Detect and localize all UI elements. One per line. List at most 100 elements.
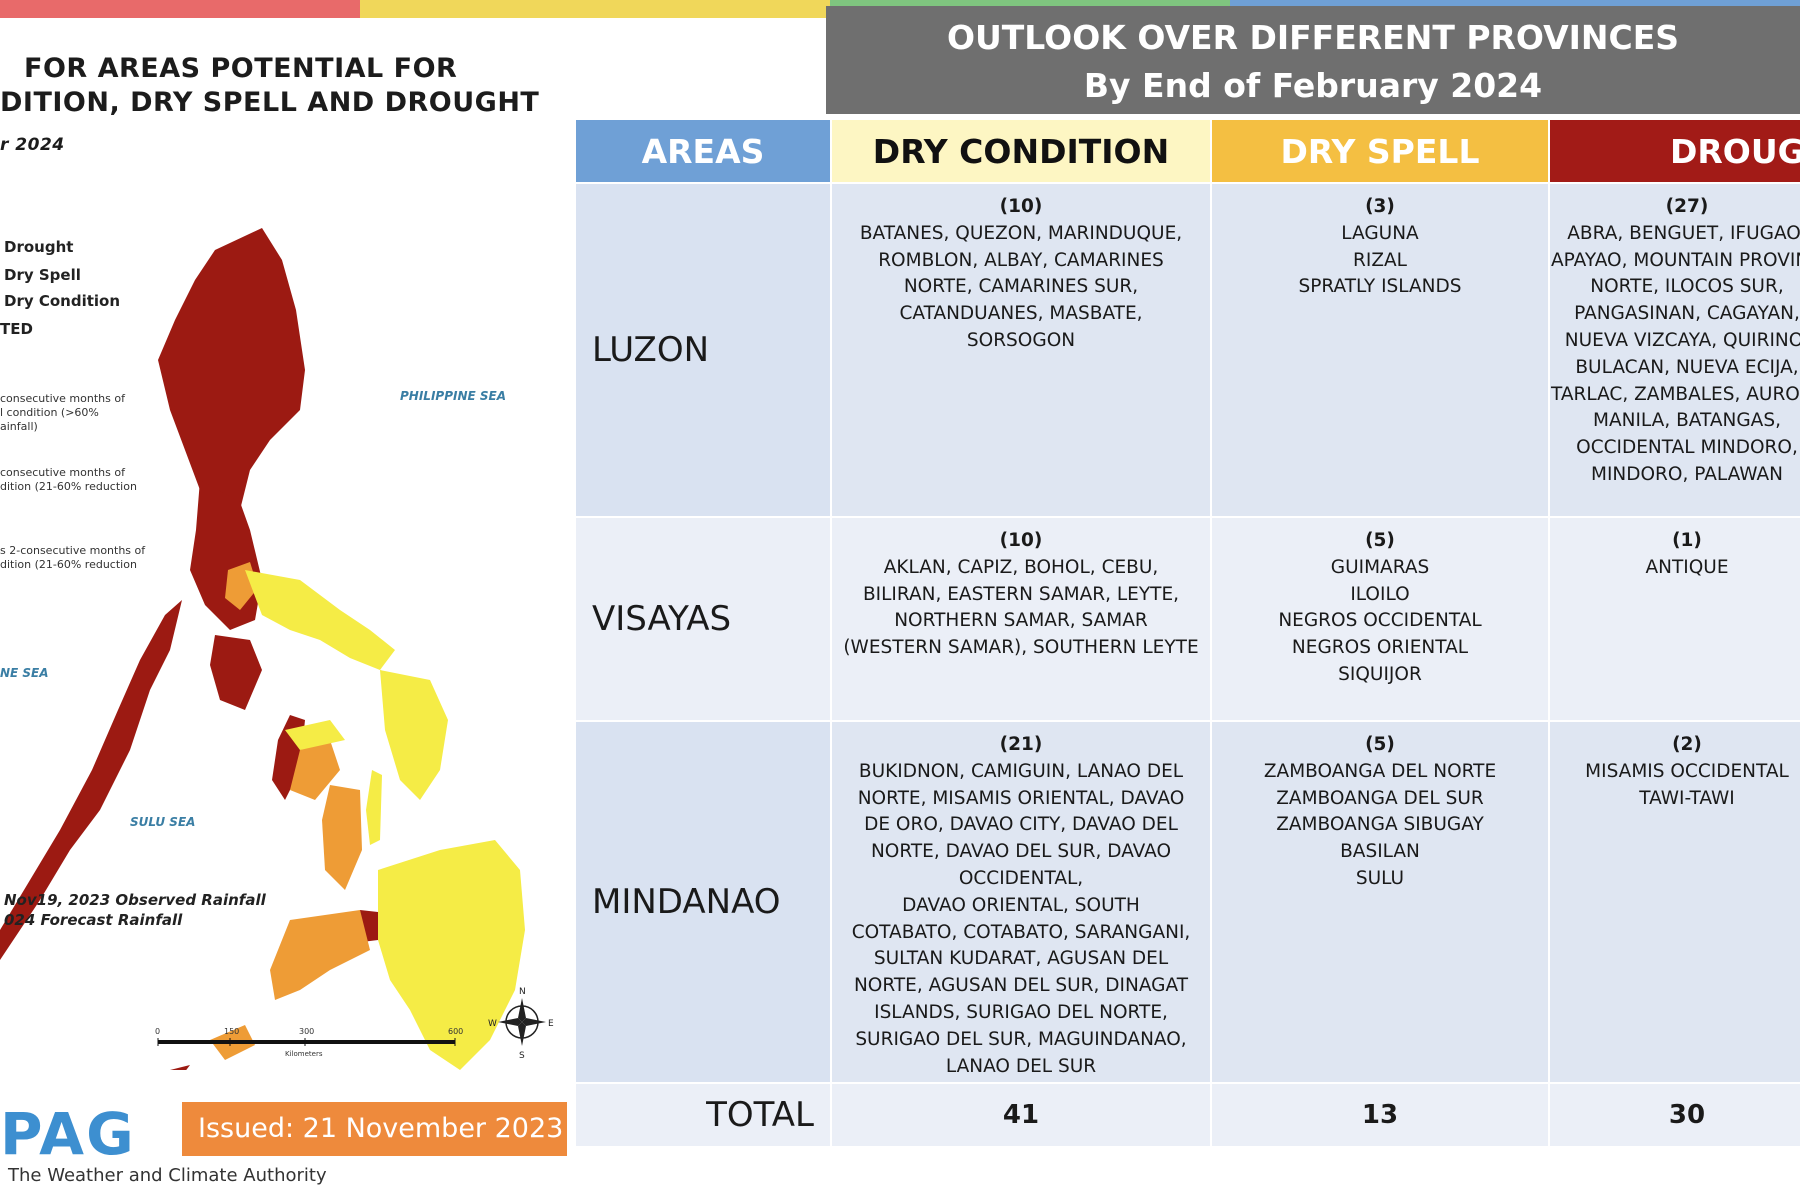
province-line: ZAMBOANGA SIBUGAY: [1276, 814, 1484, 836]
legend-note-line: dition (21-60% reduction: [0, 480, 137, 493]
header-areas: AREAS: [574, 118, 832, 184]
legend-note-line: dition (21-60% reduction: [0, 558, 137, 571]
province-line: BILIRAN, EASTERN SAMAR, LEYTE,: [862, 583, 1180, 605]
outlook-header: OUTLOOK OVER DIFFERENT PROVINCES By End …: [826, 6, 1800, 114]
row-total: TOTAL 41 13 30: [574, 1082, 1800, 1148]
map-title-line1: FOR AREAS POTENTIAL FOR: [24, 53, 458, 84]
visayas-dry-spell: (5) GUIMARAS ILOILO NEGROS OCCIDENTAL NE…: [1210, 516, 1550, 722]
rainfall-note-forecast: 024 Forecast Rainfall: [4, 911, 183, 929]
province-line: LANAO DEL SUR: [945, 1055, 1097, 1077]
strip-yellow: [360, 0, 830, 18]
header-drought: DROUGHT: [1548, 118, 1800, 184]
province-line: ROMBLON, ALBAY, CAMARINES: [878, 249, 1164, 271]
province-line: OCCIDENTAL MINDORO,: [1576, 437, 1798, 459]
map-title: FOR AREAS POTENTIAL FOR DITION, DRY SPEL…: [0, 52, 539, 162]
outlook-table: AREAS DRY CONDITION DRY SPELL DROUGHT LU…: [574, 118, 1800, 1148]
header-dry-spell: DRY SPELL: [1210, 118, 1550, 184]
map-region-iloilo-dry-spell: [290, 740, 340, 800]
mindanao-dry-condition: (21) BUKIDNON, CAMIGUIN, LANAO DEL NORTE…: [830, 720, 1212, 1084]
compass-w: W: [488, 1019, 497, 1029]
province-line: BASILAN: [1340, 841, 1420, 863]
luzon-dry-condition: (10) BATANES, QUEZON, MARINDUQUE, ROMBLO…: [830, 182, 1212, 518]
province-line: TARLAC, ZAMBALES, AURORA,: [1551, 383, 1800, 405]
area-mindanao: MINDANAO: [574, 720, 832, 1084]
legend-note-line: consecutive months of: [0, 392, 125, 405]
count: (10): [999, 196, 1043, 217]
province-line: SULU: [1355, 867, 1405, 889]
province-line: AKLAN, CAPIZ, BOHOL, CEBU,: [883, 556, 1159, 578]
province-line: ZAMBOANGA DEL SUR: [1276, 787, 1484, 809]
province-line: NUEVA VIZCAYA, QUIRINO,: [1564, 329, 1800, 351]
province-line: ABRA, BENGUET, IFUGAO,: [1567, 222, 1800, 244]
province-line: NORTE, CAMARINES SUR,: [903, 276, 1139, 298]
scale-bar: 0 150 300 600 Kilometers: [155, 1027, 463, 1058]
province-line: BATANES, QUEZON, MARINDUQUE,: [859, 222, 1183, 244]
compass-s: S: [519, 1051, 525, 1061]
province-line: BUKIDNON, CAMIGUIN, LANAO DEL: [858, 760, 1184, 782]
issued-badge: Issued: 21 November 2023: [182, 1102, 567, 1156]
province-line: ILOILO: [1350, 583, 1410, 605]
province-line: DE ORO, DAVAO CITY, DAVAO DEL: [864, 814, 1178, 836]
map-region-north-luzon-drought: [158, 228, 305, 520]
province-line: MISAMIS OCCIDENTAL: [1585, 760, 1789, 782]
row-visayas: VISAYAS (10) AKLAN, CAPIZ, BOHOL, CEBU, …: [574, 516, 1800, 722]
legend-note-dry-condition: s 2-consecutive months of dition (21-60%…: [0, 544, 145, 572]
province-line: CATANDUANES, MASBATE,: [899, 303, 1143, 325]
scale-unit: Kilometers: [285, 1050, 323, 1058]
count: (5): [1365, 530, 1395, 551]
province-line: TAWI-TAWI: [1639, 787, 1735, 809]
province-line: OCCIDENTAL,: [958, 867, 1084, 889]
compass-e: E: [548, 1019, 554, 1029]
legend-note-drought: consecutive months of l condition (>60% …: [0, 392, 125, 434]
row-mindanao: MINDANAO (21) BUKIDNON, CAMIGUIN, LANAO …: [574, 720, 1800, 1084]
count: (2): [1672, 734, 1702, 755]
province-line: NORTE, AGUSAN DEL SUR, DINAGAT: [853, 975, 1189, 997]
map-region-palawan-drought: [0, 600, 182, 960]
province-line: NORTE, MISAMIS ORIENTAL, DAVAO: [857, 787, 1185, 809]
province-line: NORTE, ILOCOS SUR,: [1590, 276, 1784, 298]
map-region-negros-dry-spell: [322, 785, 362, 890]
map-region-mindanao-dry-condition: [378, 840, 525, 1070]
legend-drought: Drought: [4, 238, 74, 256]
map-region-bicol-dry-condition: [245, 570, 395, 670]
scale-label-150: 150: [224, 1027, 239, 1036]
province-line: MANILA, BATANGAS,: [1593, 410, 1781, 432]
row-luzon: LUZON (10) BATANES, QUEZON, MARINDUQUE, …: [574, 182, 1800, 518]
province-line: LAGUNA: [1341, 222, 1419, 244]
province-line: APAYAO, MOUNTAIN PROVINCE,: [1551, 249, 1800, 271]
map-region-samar-dry-condition: [380, 670, 448, 800]
province-line: BULACAN, NUEVA ECIJA,: [1575, 356, 1799, 378]
province-line: SIQUIJOR: [1338, 663, 1422, 685]
compass-n: N: [519, 987, 526, 997]
luzon-drought: (27) ABRA, BENGUET, IFUGAO, APAYAO, MOUN…: [1548, 182, 1800, 518]
outlook-subtitle: By End of February 2024: [1083, 66, 1543, 105]
province-line: NORTE, DAVAO DEL SUR, DAVAO: [870, 841, 1172, 863]
province-line: GUIMARAS: [1330, 556, 1430, 578]
legend-note-line: s 2-consecutive months of: [0, 544, 146, 557]
province-line: ZAMBOANGA DEL NORTE: [1263, 760, 1497, 782]
visayas-drought: (1) ANTIQUE: [1548, 516, 1800, 722]
scale-label-0: 0: [155, 1027, 160, 1036]
count: (27): [1665, 196, 1709, 217]
pagasa-tagline: The Weather and Climate Authority: [8, 1165, 327, 1186]
mindanao-drought: (2) MISAMIS OCCIDENTAL TAWI-TAWI: [1548, 720, 1800, 1084]
total-dry-spell: 13: [1210, 1082, 1550, 1148]
pagasa-logo: PAG: [0, 1100, 136, 1168]
map-region-cebu-dry-condition: [366, 770, 382, 845]
map-region-zamboanga-dry-spell: [270, 910, 370, 1000]
count: (1): [1672, 530, 1702, 551]
province-line: ISLANDS, SURIGAO DEL NORTE,: [874, 1001, 1168, 1023]
province-line: MINDORO, PALAWAN: [1590, 463, 1784, 485]
province-line: NEGROS OCCIDENTAL: [1278, 610, 1482, 632]
count: (3): [1365, 196, 1395, 217]
map-region-mindoro-drought: [210, 635, 262, 710]
compass-rose-icon: N E S W: [488, 987, 554, 1061]
province-line: RIZAL: [1353, 249, 1407, 271]
rainfall-notes: Nov19, 2023 Observed Rainfall 024 Foreca…: [4, 890, 266, 930]
legend-note-line: ainfall): [0, 420, 38, 433]
sea-label-philippine: PHILIPPINE SEA: [400, 389, 506, 403]
province-line: ANTIQUE: [1645, 556, 1729, 578]
legend-note-dry-spell: consecutive months of dition (21-60% red…: [0, 466, 137, 494]
total-dry-condition: 41: [830, 1082, 1212, 1148]
legend-dry-spell: Dry Spell: [4, 266, 81, 284]
